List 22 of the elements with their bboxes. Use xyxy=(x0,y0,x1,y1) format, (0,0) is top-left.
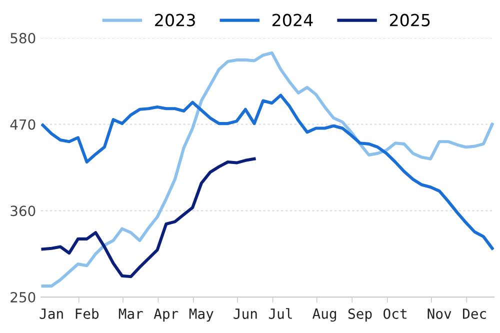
x-tick-label: Sep xyxy=(348,308,372,322)
y-tick-label: 580 xyxy=(10,32,36,44)
legend-label: 2025 xyxy=(390,14,430,26)
legend-label: 2023 xyxy=(155,14,195,26)
y-tick-label: 360 xyxy=(10,206,36,216)
line-series xyxy=(41,94,494,250)
x-tick-label: May xyxy=(189,308,214,322)
x-tick-label: Feb xyxy=(76,308,99,319)
x-tick-label: Jan xyxy=(40,308,63,319)
x-tick-label: Dec xyxy=(462,308,486,319)
x-tick-label: Nov xyxy=(428,308,452,319)
x-tick-label: Mar xyxy=(118,308,143,319)
x-tick-label: Apr xyxy=(154,308,178,322)
x-tick-label: Oct xyxy=(384,308,406,319)
line-series xyxy=(41,51,494,288)
x-tick-label: Jul xyxy=(268,308,292,319)
legend-label: 2024 xyxy=(272,14,313,26)
x-tick-label: Jun xyxy=(234,308,257,319)
y-tick-label: 470 xyxy=(10,119,36,130)
line-series xyxy=(41,157,256,278)
x-tick-label: Aug xyxy=(312,308,336,322)
y-tick-label: 250 xyxy=(10,292,36,303)
